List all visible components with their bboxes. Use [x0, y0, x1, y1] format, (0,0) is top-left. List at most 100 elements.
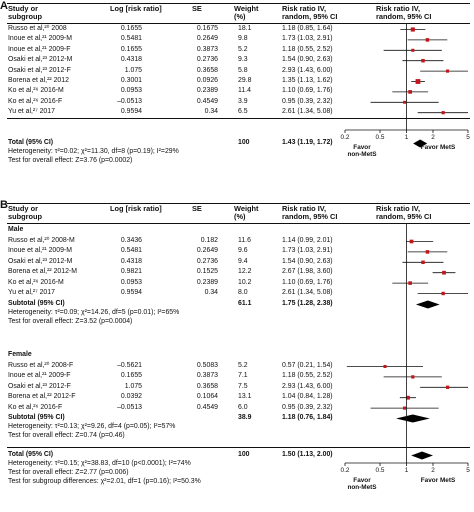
log-risk-ratio: 0.3001 — [120, 77, 142, 84]
rule-line — [7, 223, 470, 224]
total-ci: 1.18 (0.76, 1.84) — [282, 414, 333, 421]
study-name: Russo et al,²⁰ 2008-F — [8, 362, 74, 369]
point-estimate-marker — [408, 90, 412, 94]
total-label: Total (95% CI) — [8, 139, 54, 146]
study-name: Inoue et al,²¹ 2009-F — [8, 45, 71, 53]
col-header-study: Study or — [8, 204, 38, 213]
female-heterogeneity: Heterogeneity: τ²=0.13; χ²=9.26, df=4 (p… — [8, 423, 176, 430]
col-header-rr-ci: Risk ratio IV, — [282, 4, 327, 13]
overall-effect-test: Test for overall effect: Z=3.76 (p=0.000… — [8, 157, 133, 164]
study-name: Osaki et al,²³ 2012-F — [8, 66, 71, 74]
point-estimate-marker — [441, 291, 445, 296]
col-header-se: SE — [192, 4, 202, 13]
point-estimate-marker — [406, 395, 410, 400]
risk-ratio-ci: 1.35 (1.13, 1.62) — [282, 77, 333, 84]
study-name: Osaki et al,²³ 2012-F — [8, 382, 71, 390]
study-name: Yu et al,²⁷ 2017 — [8, 289, 55, 296]
total-heterogeneity: Heterogeneity: τ²=0.15; χ²=38.83, df=10 … — [8, 460, 191, 467]
favor-left-label: Favor — [353, 477, 371, 484]
study-name: Borena et al,²² 2012-M — [8, 268, 77, 276]
standard-error: 0.2649 — [196, 35, 218, 43]
risk-ratio-ci: 1.18 (0.55, 2.52) — [282, 372, 333, 380]
total-ci: 1.50 (1.13, 2.00) — [282, 451, 333, 458]
log-risk-ratio: 0.1655 — [120, 372, 142, 380]
risk-ratio-ci: 1.18 (0.55, 2.52) — [282, 45, 333, 53]
weight-percent: 7.5 — [238, 382, 248, 390]
rule-line — [7, 23, 470, 24]
log-risk-ratio: 0.5481 — [120, 247, 142, 255]
col-header-log-rr: Log [risk ratio] — [110, 4, 162, 13]
point-estimate-marker — [402, 406, 407, 410]
risk-ratio-ci: 1.14 (0.99, 2.01) — [282, 237, 333, 244]
rule-line — [7, 3, 470, 4]
weight-percent: 11.6 — [238, 237, 251, 244]
standard-error: 0.2736 — [196, 257, 218, 265]
study-name: Borena et al,²² 2012-F — [8, 393, 76, 401]
study-name: Inoue et al,²¹ 2009-F — [8, 372, 71, 380]
point-estimate-marker — [411, 48, 415, 52]
risk-ratio-ci: 2.93 (1.43, 6.00) — [282, 382, 333, 390]
heterogeneity-stat: Heterogeneity: τ²=0.02; χ²=11.30, df=8 (… — [8, 148, 179, 155]
weight-percent: 8.0 — [238, 289, 248, 296]
log-risk-ratio: 0.9594 — [120, 108, 142, 116]
risk-ratio-ci: 0.95 (0.39, 2.32) — [282, 97, 333, 105]
col-header-weight-unit: (%) — [234, 212, 246, 221]
total-weight: 100 — [238, 451, 250, 458]
log-risk-ratio: –0.5621 — [117, 362, 142, 369]
risk-ratio-ci: 1.18 (0.85, 1.64) — [282, 25, 333, 32]
female-overall-effect: Test for overall effect: Z=0.74 (p=0.46) — [8, 432, 125, 439]
weight-percent: 9.3 — [238, 56, 248, 64]
point-estimate-marker — [403, 100, 406, 104]
standard-error: 0.4549 — [196, 403, 218, 411]
point-estimate-marker — [421, 260, 425, 265]
point-estimate-marker — [408, 281, 412, 285]
study-name: Ko et al,²⁶ 2016-F — [8, 403, 63, 411]
risk-ratio-ci: 1.73 (1.03, 2.91) — [282, 35, 333, 43]
study-name: Borena et al,²² 2012 — [8, 77, 69, 84]
favor-right-label: Favor MetS — [420, 477, 456, 484]
x-tick-label: 2 — [431, 467, 435, 474]
standard-error: 0.1525 — [196, 268, 218, 276]
point-estimate-marker — [442, 270, 446, 275]
point-estimate-marker — [425, 38, 430, 42]
panel-a-letter: A — [0, 0, 8, 12]
point-estimate-marker — [421, 58, 425, 63]
favor-left-label-2: non-MetS — [347, 151, 377, 158]
point-estimate-marker — [411, 375, 415, 379]
rule-line — [7, 447, 470, 448]
log-risk-ratio: 0.3436 — [120, 237, 142, 244]
pooled-estimate-diamond — [396, 414, 430, 423]
standard-error: 0.1064 — [196, 393, 218, 401]
male-overall-effect: Test for overall effect: Z=3.52 (p=0.000… — [8, 318, 133, 325]
risk-ratio-ci: 1.10 (0.69, 1.76) — [282, 278, 333, 286]
risk-ratio-ci: 1.54 (0.90, 2.63) — [282, 257, 333, 265]
total-label: Total (95% CI) — [8, 451, 54, 458]
x-tick-label: 0.2 — [340, 134, 350, 141]
x-tick-label: 1 — [404, 467, 409, 474]
weight-percent: 9.8 — [238, 35, 248, 43]
weight-percent: 18.1 — [238, 25, 252, 32]
total-label: Subtotal (95% CI) — [8, 414, 65, 421]
rule-line — [7, 118, 470, 119]
standard-error: 0.3658 — [196, 382, 218, 390]
col-header-weight: Weight — [234, 204, 259, 213]
col-header-rr-plot: Risk ratio IV, — [376, 4, 421, 13]
total-label: Subtotal (95% CI) — [8, 300, 65, 307]
risk-ratio-ci: 1.73 (1.03, 2.91) — [282, 247, 333, 255]
risk-ratio-ci: 2.61 (1.34, 5.08) — [282, 289, 333, 296]
standard-error: 0.5083 — [196, 362, 218, 369]
log-risk-ratio: 0.0953 — [120, 278, 142, 286]
col-header-se: SE — [192, 204, 202, 213]
pooled-estimate-diamond — [411, 451, 433, 460]
log-risk-ratio: 1.075 — [124, 66, 142, 74]
col-header-weight-unit: (%) — [234, 12, 246, 21]
point-estimate-marker — [409, 239, 414, 244]
log-risk-ratio: –0.0513 — [117, 97, 142, 105]
standard-error: 0.1675 — [196, 25, 218, 32]
standard-error: 0.0926 — [196, 77, 218, 84]
col-header-rr-plot-method: random, 95% CI — [376, 12, 432, 21]
weight-percent: 6.5 — [238, 108, 248, 116]
favor-left-label: Favor — [353, 144, 371, 151]
weight-percent: 12.2 — [238, 268, 252, 276]
total-weight: 100 — [238, 139, 250, 146]
